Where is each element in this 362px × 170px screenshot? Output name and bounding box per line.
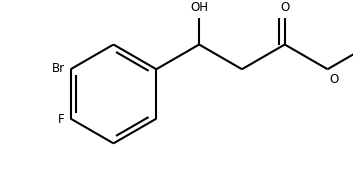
Text: OH: OH	[190, 1, 208, 14]
Text: O: O	[329, 73, 339, 86]
Text: Br: Br	[52, 62, 65, 75]
Text: O: O	[280, 1, 289, 14]
Text: F: F	[58, 113, 65, 126]
